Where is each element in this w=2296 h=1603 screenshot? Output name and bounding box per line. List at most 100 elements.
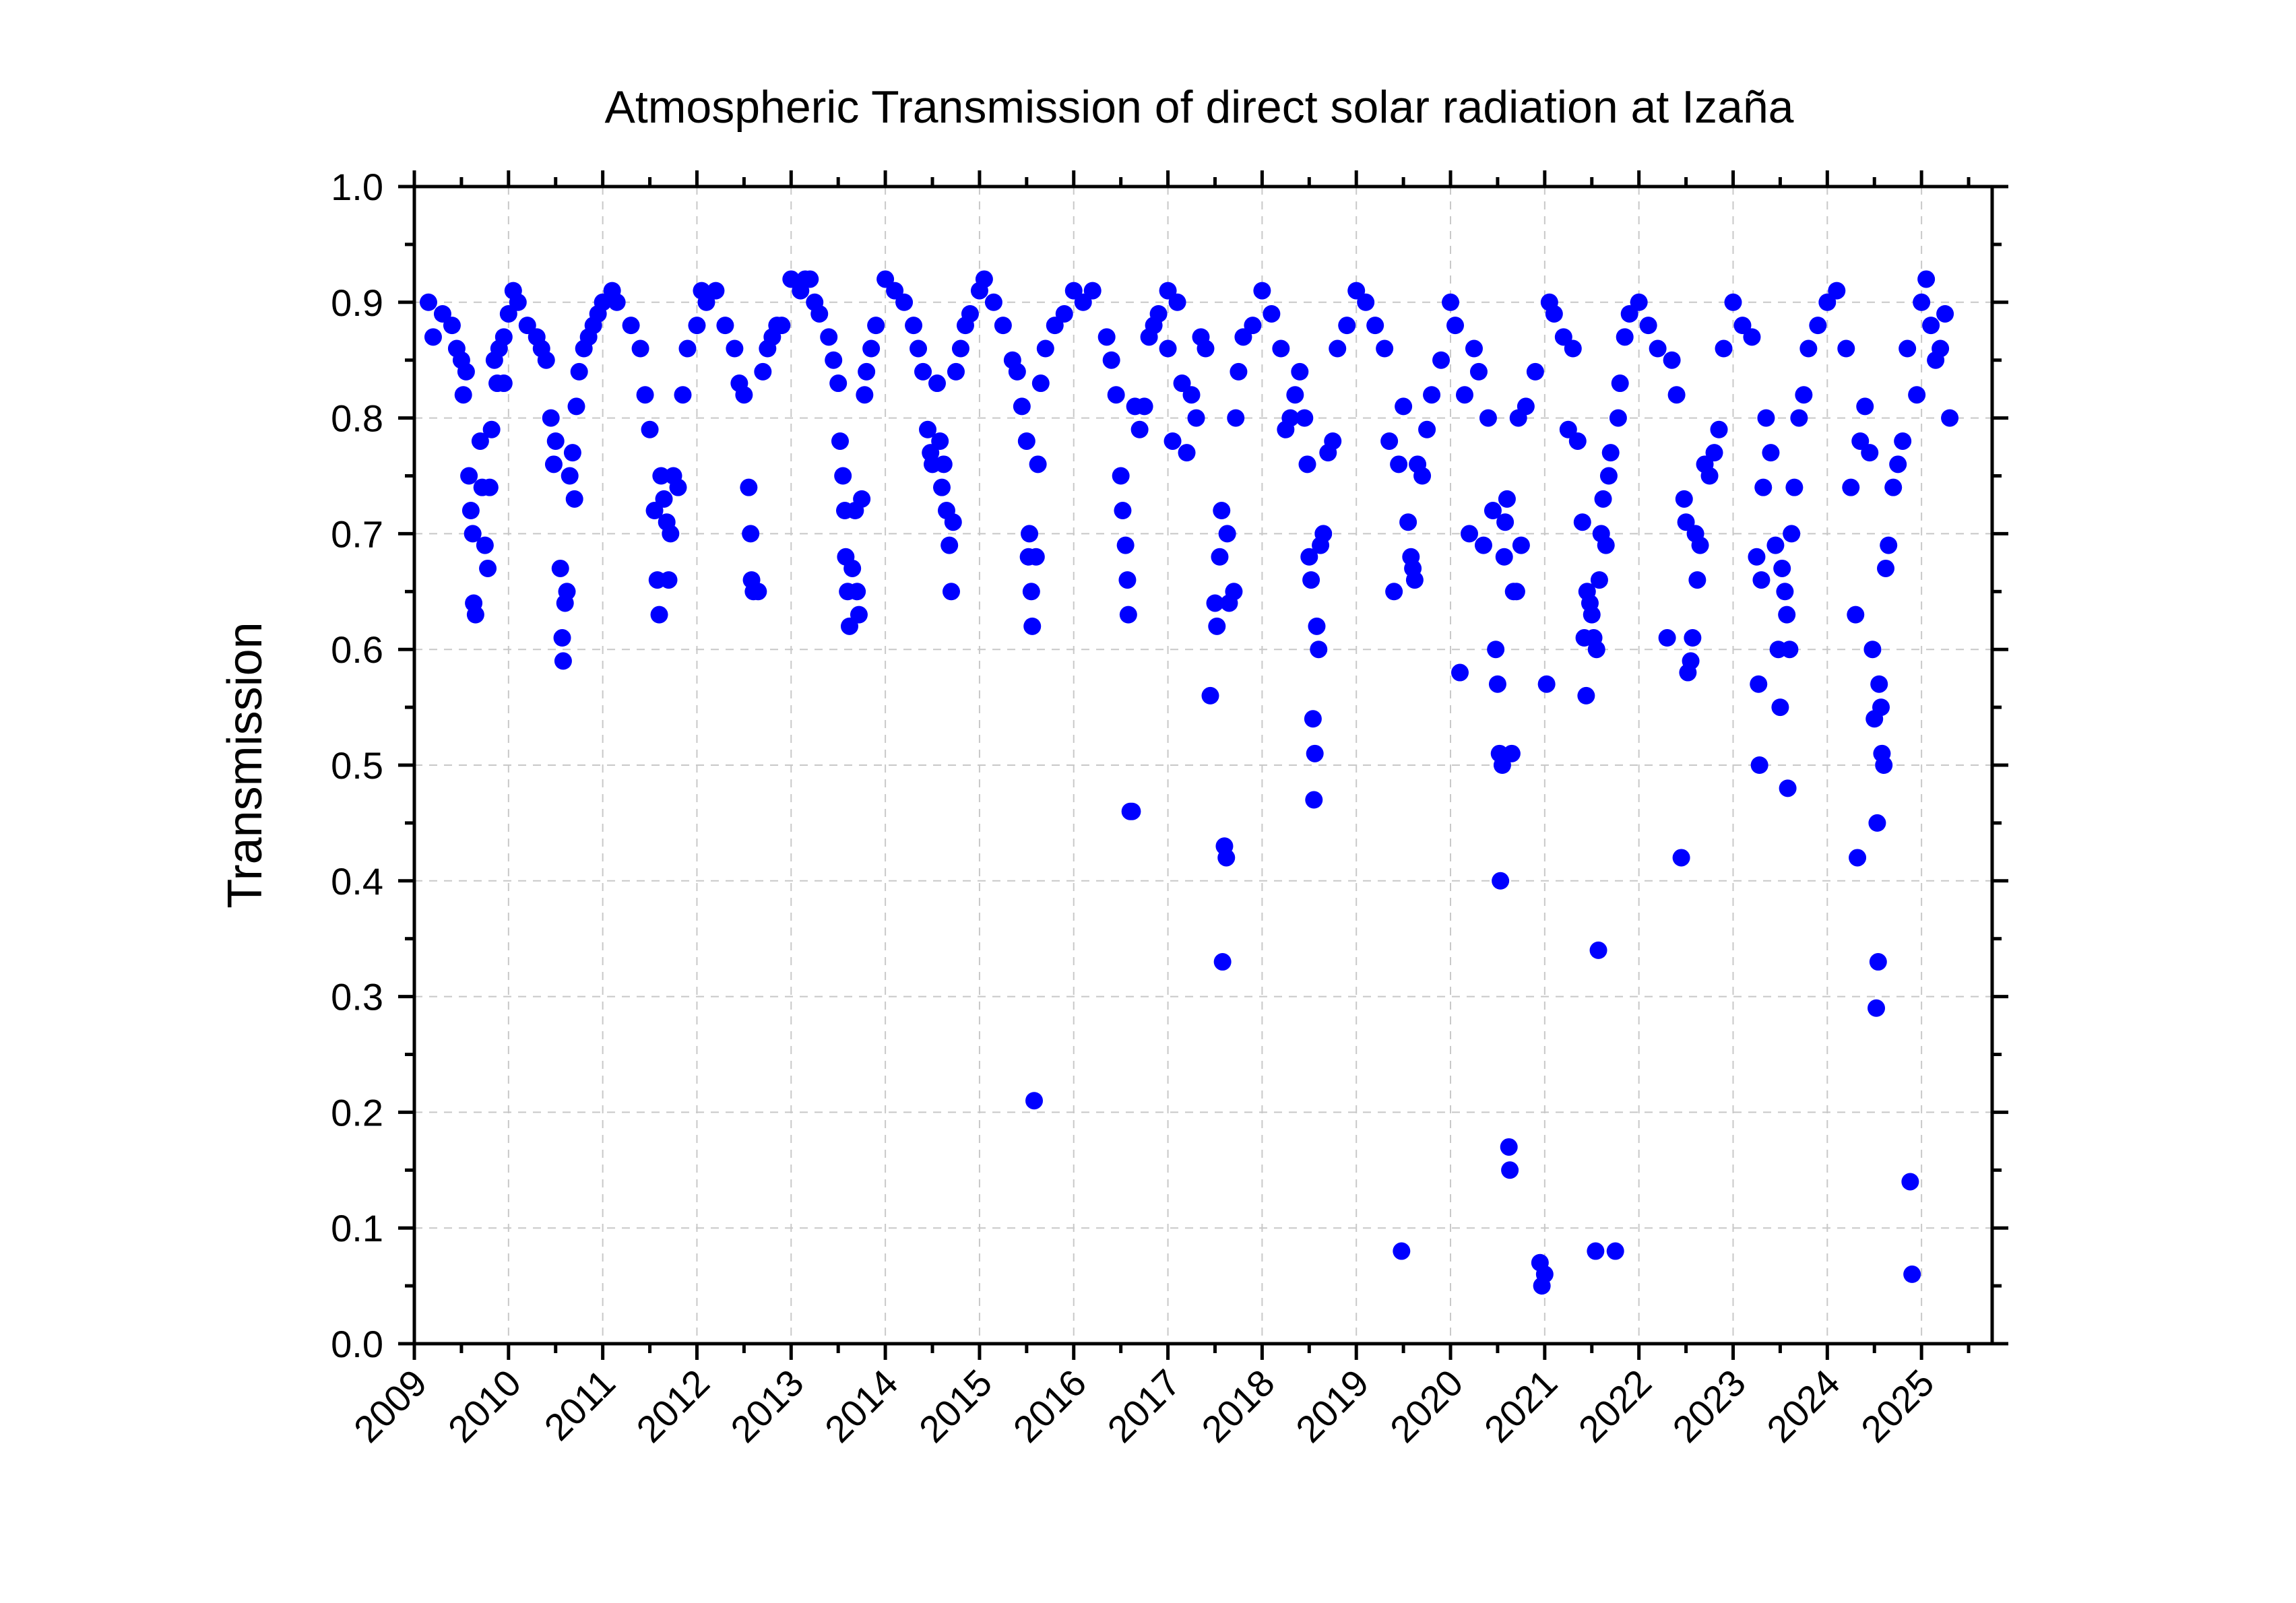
data-point xyxy=(1102,351,1120,369)
data-point xyxy=(1213,953,1232,971)
data-point xyxy=(1750,756,1768,774)
data-point xyxy=(994,317,1012,335)
data-point xyxy=(678,339,697,358)
data-point xyxy=(688,317,706,335)
data-point xyxy=(1479,409,1497,427)
data-point xyxy=(1795,386,1813,404)
data-point xyxy=(1771,698,1789,717)
data-point xyxy=(1217,849,1236,867)
data-point xyxy=(1291,362,1309,381)
data-point xyxy=(1868,999,1886,1017)
data-point xyxy=(1517,397,1535,416)
data-point xyxy=(910,339,928,358)
data-point xyxy=(707,282,725,300)
data-point xyxy=(1310,641,1328,659)
data-point xyxy=(1116,536,1135,554)
data-point xyxy=(1338,317,1356,335)
data-point xyxy=(1218,525,1236,543)
data-point xyxy=(1253,282,1271,300)
data-point xyxy=(567,397,585,416)
data-point xyxy=(1493,756,1511,774)
data-point xyxy=(1442,293,1460,311)
data-point xyxy=(1682,652,1700,670)
data-point xyxy=(1112,467,1130,485)
data-point xyxy=(905,317,923,335)
data-point xyxy=(862,339,881,358)
data-point xyxy=(499,304,517,323)
x-tick-label: 2011 xyxy=(536,1361,623,1449)
data-point xyxy=(594,293,612,311)
data-point xyxy=(840,617,858,635)
data-point xyxy=(1677,513,1695,531)
data-point xyxy=(1173,374,1191,393)
data-point xyxy=(944,513,962,531)
data-point xyxy=(1913,293,1931,311)
data-point xyxy=(1545,304,1563,323)
data-point xyxy=(1620,304,1638,323)
x-tick-label: 2021 xyxy=(1476,1361,1566,1451)
data-point xyxy=(1901,1173,1919,1191)
data-point xyxy=(1526,362,1544,381)
x-tick-label: 2023 xyxy=(1664,1361,1754,1451)
data-point xyxy=(471,432,489,450)
data-point xyxy=(1724,293,1742,311)
data-point xyxy=(1213,502,1231,520)
data-point xyxy=(1599,467,1618,485)
data-point xyxy=(1418,420,1436,438)
data-point xyxy=(810,304,829,323)
data-point xyxy=(1649,339,1667,358)
data-point xyxy=(1577,686,1595,705)
x-tick-label: 2024 xyxy=(1758,1361,1848,1451)
data-point xyxy=(1130,420,1149,438)
data-point xyxy=(1495,548,1513,566)
data-point xyxy=(1609,409,1627,427)
data-point xyxy=(1684,629,1702,647)
data-point xyxy=(1465,339,1483,358)
x-tick-label: 2016 xyxy=(1005,1361,1095,1451)
data-point xyxy=(858,362,876,381)
data-point xyxy=(1691,536,1709,554)
data-point xyxy=(1423,386,1441,404)
data-point xyxy=(454,386,472,404)
data-point xyxy=(1244,317,1262,335)
x-tick-label: 2009 xyxy=(346,1361,435,1451)
data-point xyxy=(1783,525,1801,543)
data-point xyxy=(1159,339,1177,358)
data-point xyxy=(1484,502,1502,520)
data-point xyxy=(1413,467,1432,485)
data-point xyxy=(754,362,772,381)
data-point xyxy=(464,525,482,543)
data-point xyxy=(1206,594,1224,612)
data-point xyxy=(641,420,659,438)
data-point xyxy=(1023,617,1042,635)
data-point xyxy=(1818,293,1837,311)
data-point xyxy=(1828,282,1846,300)
data-point xyxy=(831,432,849,450)
x-tick-label: 2012 xyxy=(628,1361,718,1451)
data-point xyxy=(645,502,664,520)
data-point xyxy=(1889,455,1907,473)
data-point xyxy=(1168,293,1186,311)
data-point xyxy=(1357,293,1375,311)
data-point xyxy=(1083,282,1102,300)
data-point xyxy=(544,455,563,473)
data-point xyxy=(482,420,501,438)
y-axis-label: Transmission xyxy=(218,622,272,908)
data-point xyxy=(1324,432,1342,450)
data-point xyxy=(1300,548,1318,566)
data-point xyxy=(1507,583,1525,601)
data-point xyxy=(466,606,484,624)
data-point xyxy=(749,583,767,601)
data-point xyxy=(1941,409,1959,427)
data-point xyxy=(1376,339,1394,358)
data-point xyxy=(942,583,960,601)
data-point xyxy=(1537,675,1556,693)
data-point xyxy=(1432,351,1450,369)
data-point xyxy=(1606,1242,1624,1260)
data-point xyxy=(919,420,937,438)
data-point xyxy=(1135,397,1153,416)
data-point xyxy=(1837,339,1855,358)
data-point xyxy=(1861,444,1879,462)
data-point xyxy=(1688,571,1707,589)
data-point xyxy=(1590,571,1608,589)
